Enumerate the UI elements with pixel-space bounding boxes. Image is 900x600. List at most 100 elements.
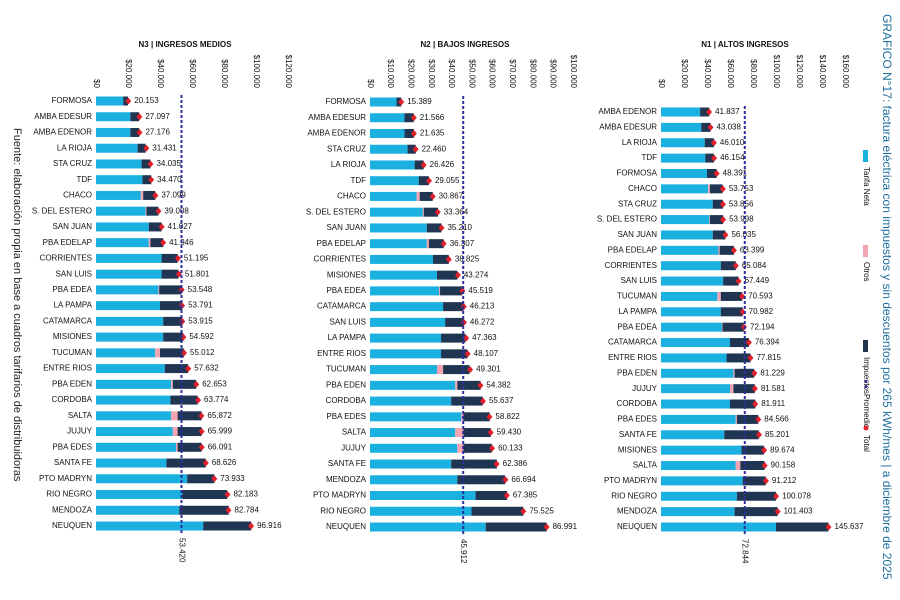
total-marker (181, 349, 188, 357)
bar-segment (203, 521, 252, 531)
bar-segment (463, 428, 491, 438)
bar-segment (440, 286, 463, 296)
total-marker (739, 292, 746, 300)
total-marker (761, 462, 768, 470)
category-label: AMBA EDESUR (599, 122, 657, 131)
bar-segment (741, 445, 764, 455)
bar-segment (96, 301, 160, 311)
total-marker (224, 491, 231, 499)
category-label: NEUQUEN (617, 522, 657, 531)
bar-segment (485, 522, 547, 532)
x-tick-label: $40.000 (156, 59, 165, 88)
total-marker (773, 492, 780, 500)
total-marker (762, 477, 769, 485)
category-label: SALTA (633, 461, 658, 470)
bar-segment (730, 399, 756, 409)
total-marker (425, 177, 432, 185)
category-label: ENTRE RIOS (317, 349, 366, 358)
bar-segment (171, 379, 173, 389)
category-label: JUJUY (341, 443, 367, 452)
total-marker (198, 412, 205, 420)
bar-segment (163, 332, 184, 342)
value-label: 57.632 (194, 364, 219, 373)
bar-segment (96, 253, 162, 263)
value-label: 66.694 (511, 475, 536, 484)
total-marker (155, 207, 162, 215)
bar-segment (661, 522, 776, 532)
panel-title: N3 | INGRESOS MEDIOS (139, 40, 233, 49)
x-tick-label: $10.000 (386, 59, 395, 88)
total-marker (152, 191, 159, 199)
category-label: CORDOBA (326, 396, 367, 405)
bar-segment (661, 399, 730, 409)
bar-segment (96, 505, 180, 515)
bar-segment (422, 207, 424, 217)
bar-segment (163, 316, 183, 326)
total-marker (487, 429, 494, 437)
bar-segment (370, 128, 405, 138)
bar-segment (160, 348, 184, 358)
bar-segment (701, 122, 711, 132)
bar-segment (130, 127, 140, 137)
category-label: PBA EDEN (52, 379, 92, 388)
value-label: 41.837 (715, 107, 740, 116)
bar-segment (158, 285, 160, 295)
bar-segment (726, 353, 751, 363)
bar-segment (419, 191, 433, 201)
value-label: 21.635 (420, 129, 445, 138)
bar-segment (96, 112, 131, 122)
legend-label: Tarifa Neta (862, 167, 871, 206)
x-tick-label: $20.000 (406, 59, 415, 88)
value-label: 46.010 (720, 138, 745, 147)
bar-segment (404, 128, 414, 138)
category-label: RIO NEGRO (46, 490, 92, 499)
total-marker (520, 507, 527, 515)
value-label: 100.078 (782, 491, 811, 500)
bar-segment (709, 215, 724, 225)
bar-segment (370, 365, 437, 375)
category-label: STA CRUZ (53, 159, 92, 168)
total-marker (479, 397, 486, 405)
value-label: 49.301 (476, 365, 501, 374)
category-label: PBA EDELAP (317, 239, 366, 248)
category-label: RIO NEGRO (320, 506, 366, 515)
category-label: TDF (76, 175, 92, 184)
value-label: 68.626 (212, 458, 237, 467)
total-marker (755, 431, 762, 439)
total-marker (445, 255, 452, 263)
value-label: 34.470 (157, 175, 182, 184)
bar-segment (451, 459, 497, 469)
category-label: CORDOBA (617, 399, 658, 408)
value-label: 46.213 (470, 302, 495, 311)
bar-segment (414, 160, 424, 170)
bar-segment (96, 490, 183, 500)
legend-label: Impuestos (862, 357, 871, 394)
bar-segment (96, 175, 143, 185)
total-marker (420, 161, 427, 169)
bar-segment (179, 505, 229, 515)
bar-segment (96, 364, 165, 374)
value-label: 81.581 (761, 384, 786, 393)
bar-segment (187, 474, 215, 484)
bar-segment (734, 507, 778, 517)
legend-swatch (863, 245, 868, 257)
bar-segment (661, 230, 713, 240)
bar-segment (370, 506, 472, 516)
bar-segment (721, 322, 723, 332)
legend-label: Promedio (862, 394, 871, 429)
category-label: CORRIENTES (40, 254, 92, 263)
category-label: S. DEL ESTERO (306, 207, 366, 216)
bar-segment (705, 153, 714, 163)
category-label: MENDOZA (617, 507, 658, 516)
total-marker (175, 270, 182, 278)
total-marker (195, 396, 202, 404)
x-tick-label: $20.000 (124, 59, 133, 88)
category-label: PBA EDEN (617, 368, 657, 377)
bar-segment (457, 443, 464, 453)
bar-segment (736, 414, 759, 424)
value-label: 48.391 (723, 169, 748, 178)
bar-segment (171, 411, 178, 421)
category-label: CORRIENTES (605, 261, 657, 270)
bar-segment (370, 302, 444, 312)
